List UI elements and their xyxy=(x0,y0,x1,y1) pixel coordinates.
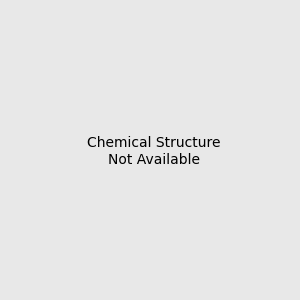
Text: Chemical Structure
Not Available: Chemical Structure Not Available xyxy=(87,136,220,166)
